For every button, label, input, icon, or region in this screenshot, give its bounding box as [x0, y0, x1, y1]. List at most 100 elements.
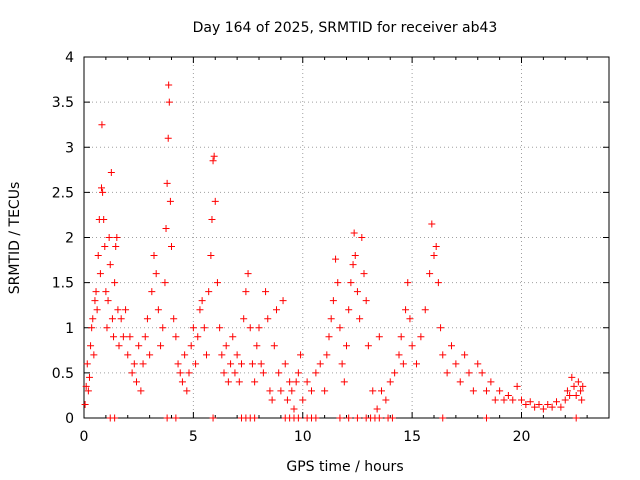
data-point — [286, 378, 294, 386]
data-point — [434, 279, 442, 287]
data-point — [84, 387, 92, 395]
x-tick-label: 15 — [403, 429, 421, 445]
y-tick-label: 3.5 — [52, 95, 74, 111]
data-point — [281, 360, 289, 368]
data-point — [362, 297, 370, 305]
data-point — [133, 378, 140, 386]
data-point — [391, 369, 399, 377]
data-point — [340, 378, 348, 386]
data-point — [345, 306, 353, 314]
data-point — [253, 342, 261, 350]
data-point — [443, 369, 451, 377]
data-point — [572, 391, 580, 399]
data-point — [316, 360, 324, 368]
data-point — [229, 333, 237, 341]
data-point — [150, 252, 158, 260]
data-point — [244, 270, 252, 278]
data-point — [402, 306, 410, 314]
data-point — [338, 360, 346, 368]
data-point — [572, 414, 580, 422]
data-point — [83, 360, 91, 368]
data-point — [81, 400, 89, 408]
data-point — [224, 378, 232, 386]
data-point — [216, 324, 224, 332]
data-point — [500, 396, 508, 404]
data-point — [574, 378, 582, 386]
data-point — [130, 360, 138, 368]
data-point — [277, 387, 285, 395]
data-point — [469, 387, 477, 395]
data-point — [264, 315, 272, 323]
data-point — [124, 351, 132, 359]
data-point — [408, 342, 416, 350]
data-point — [187, 342, 195, 350]
data-point — [353, 288, 361, 296]
data-point — [165, 98, 173, 106]
data-point — [325, 333, 333, 341]
data-point — [157, 342, 165, 350]
data-point — [213, 279, 221, 287]
data-point — [336, 324, 344, 332]
data-point — [439, 414, 447, 422]
data-point — [105, 234, 113, 241]
data-point — [303, 378, 311, 386]
data-point — [164, 134, 172, 142]
x-tick-label: 10 — [294, 429, 312, 445]
data-point — [378, 387, 385, 395]
x-tick-label: 20 — [513, 429, 531, 445]
data-point — [91, 297, 99, 305]
data-point — [270, 342, 278, 350]
data-point — [299, 396, 307, 404]
data-point — [358, 234, 366, 241]
data-point — [283, 396, 291, 404]
data-point — [397, 333, 405, 341]
data-point — [203, 351, 210, 359]
data-point — [194, 333, 202, 341]
data-point — [218, 351, 226, 359]
data-point — [557, 403, 565, 411]
data-point — [172, 414, 180, 422]
y-tick-label: 4 — [65, 50, 74, 66]
data-point — [185, 369, 193, 377]
plot-frame — [83, 56, 610, 419]
data-point — [535, 400, 543, 408]
data-point — [110, 333, 118, 341]
data-point — [135, 342, 143, 350]
data-point — [112, 243, 120, 251]
data-point — [579, 382, 587, 390]
data-point — [266, 387, 274, 395]
data-point — [321, 387, 329, 395]
data-point — [128, 369, 136, 377]
data-point — [563, 387, 571, 395]
data-point — [101, 243, 109, 251]
data-point — [336, 414, 344, 422]
y-tick-label: 0.5 — [52, 366, 74, 382]
grid-lines — [84, 57, 609, 418]
data-point — [406, 315, 414, 323]
data-point — [104, 297, 112, 305]
data-point — [399, 360, 407, 368]
data-point — [395, 351, 403, 359]
data-point — [163, 414, 171, 422]
data-point — [100, 215, 108, 223]
x-tick-label: 0 — [80, 429, 89, 445]
y-tick-label: 1 — [65, 321, 74, 337]
data-point — [163, 179, 171, 187]
y-tick-label: 1.5 — [52, 276, 74, 292]
data-point — [207, 252, 215, 260]
data-point — [369, 387, 377, 395]
data-point — [90, 351, 98, 359]
data-point — [259, 369, 267, 377]
data-point — [526, 398, 534, 406]
data-point — [474, 360, 482, 368]
data-point — [93, 306, 101, 314]
data-point — [290, 405, 298, 413]
data-point — [308, 387, 315, 395]
data-point — [220, 369, 228, 377]
data-point — [227, 360, 235, 368]
y-tick-label: 0 — [65, 411, 74, 427]
data-point — [386, 378, 394, 386]
data-point — [350, 229, 358, 237]
data-point — [200, 324, 208, 332]
